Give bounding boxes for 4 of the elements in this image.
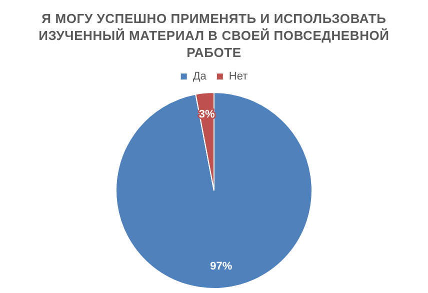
chart-title: Я МОГУ УСПЕШНО ПРИМЕНЯТЬ И ИСПОЛЬЗОВАТЬ ИЗУЧЕННЫЙ МАТЕРИАЛ В СВОЕЙ ПОВСЕДНЕВНОЙ РАБОТЕ [38,10,390,61]
legend-label: Нет [228,70,248,83]
data-label: 97% [210,260,232,273]
legend-label: Да [192,70,208,83]
